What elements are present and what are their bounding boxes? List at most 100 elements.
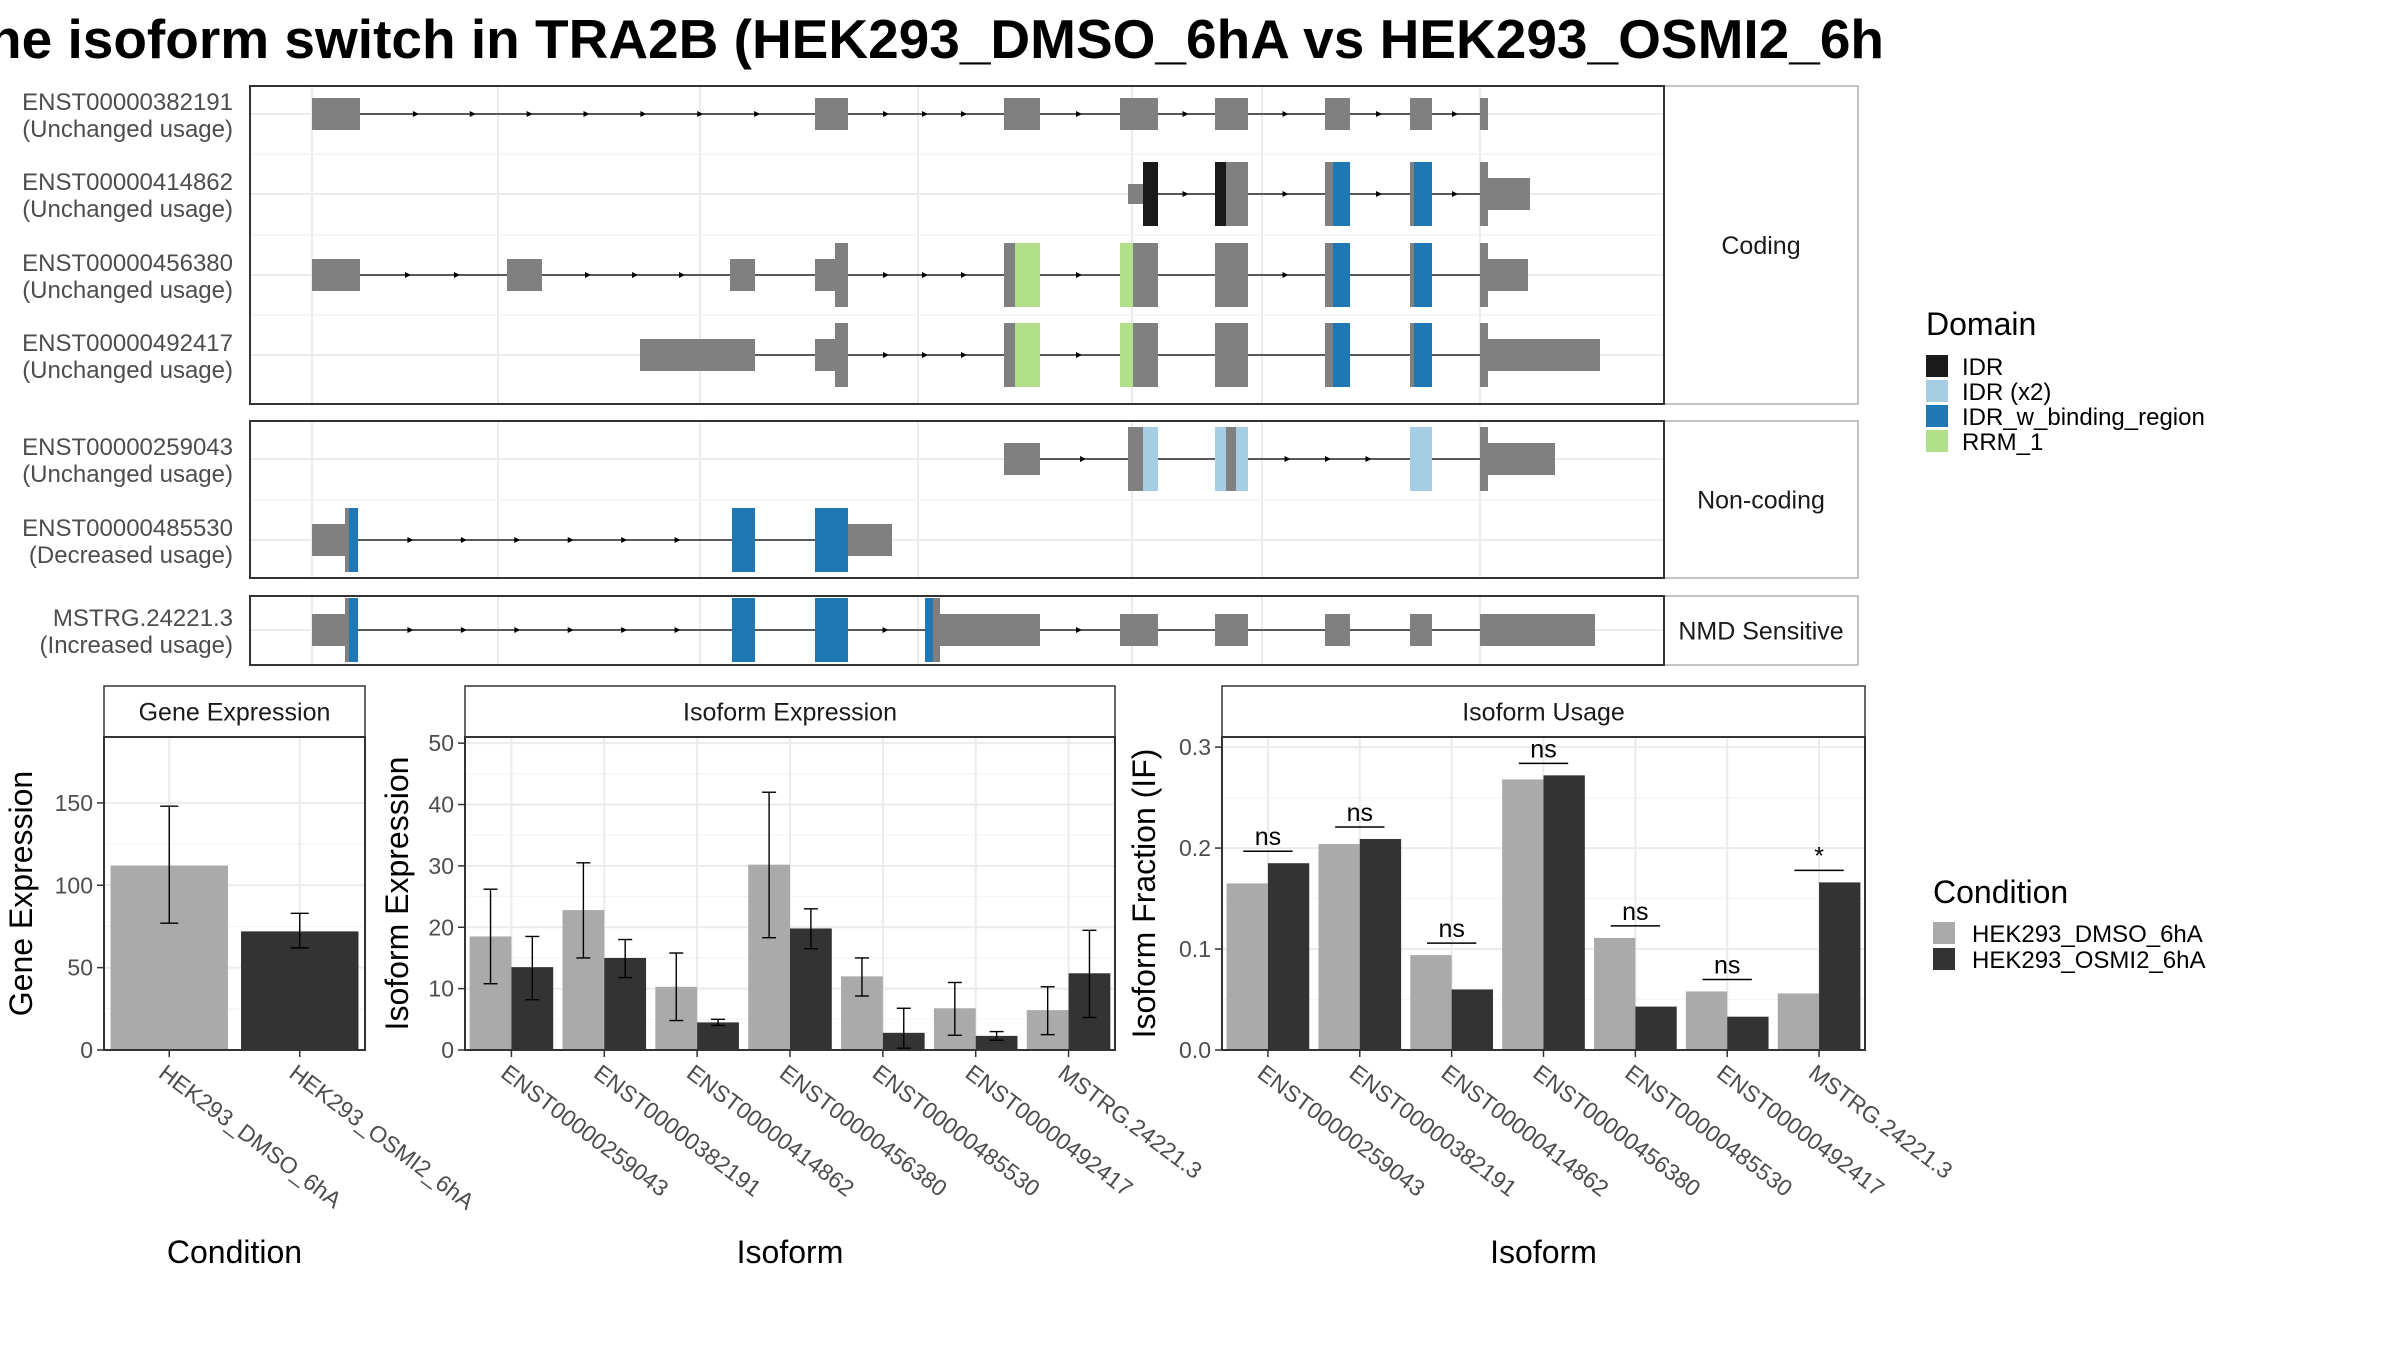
intron-arrow (961, 272, 967, 278)
exon-block (1215, 98, 1248, 130)
bar (1685, 991, 1728, 1050)
condition-legend-title: Condition (1933, 874, 2068, 910)
bar (1819, 882, 1861, 1050)
x-tick-label: ENST00000456380 (1528, 1059, 1705, 1201)
x-tick-label: ENST00000414862 (1437, 1059, 1614, 1201)
intron-arrow (514, 537, 521, 543)
intron-arrow (697, 111, 704, 117)
domain-legend-swatch (1926, 380, 1948, 402)
intron-arrow (1376, 111, 1382, 117)
intron-arrow (922, 352, 928, 358)
y-tick-label: 0.2 (1179, 835, 1211, 861)
y-tick-label: 50 (428, 730, 454, 756)
domain-block-rrm-1 (1015, 243, 1040, 307)
domain-block-idr-w-binding-region (349, 508, 358, 572)
intron-arrow (640, 111, 647, 117)
exon-block (1004, 98, 1040, 130)
intron-arrow (460, 627, 467, 633)
significance-label: ns (1714, 951, 1740, 979)
y-axis-title: Isoform Expression (379, 757, 415, 1031)
structure-facet-border (249, 420, 1665, 579)
y-tick-label: 40 (428, 792, 454, 818)
intron-arrow (585, 272, 591, 278)
structure-facet-label: Coding (1721, 232, 1800, 260)
domain-block-idr-w-binding-region (815, 508, 848, 572)
intron-arrow (621, 537, 628, 543)
domain-block-idr-x2- (1215, 427, 1226, 491)
isoform-id-label: MSTRG.24221.3 (53, 605, 233, 632)
isoform-usage-label: (Unchanged usage) (22, 277, 233, 304)
intron-arrow (882, 627, 889, 633)
exon-block (312, 98, 360, 130)
exon-block (1128, 184, 1143, 204)
exon-block (1480, 243, 1488, 307)
domain-block-idr-w-binding-region (1333, 243, 1350, 307)
x-tick-label: ENST00000259043 (496, 1059, 673, 1201)
y-axis-title: Isoform Fraction (IF) (1126, 749, 1162, 1039)
bar (1727, 1016, 1769, 1050)
x-tick-label: ENST00000485530 (1620, 1059, 1797, 1201)
y-tick-label: 0.3 (1179, 734, 1211, 760)
y-tick-label: 100 (55, 872, 93, 898)
exon-block (1120, 98, 1158, 130)
intron-arrow (460, 537, 467, 543)
chart-title: Gene Expression (139, 699, 331, 727)
transcript-ENST00000485530 (312, 508, 892, 572)
intron-arrow (1282, 191, 1289, 197)
structure-facet-label: Non-coding (1697, 487, 1825, 515)
condition-legend-swatch (1933, 922, 1955, 944)
structure-facet-strip (1663, 85, 1859, 405)
intron-arrow (883, 272, 889, 278)
intron-arrow (674, 627, 681, 633)
isoform-structure-panel: Coding Non-coding NMD Sensitive ENST0000038… (22, 85, 1859, 666)
condition-legend-swatch (1933, 948, 1955, 970)
bar (1502, 779, 1544, 1050)
exon-block (1480, 98, 1488, 130)
intron-arrow (674, 537, 681, 543)
isoform-id-label: ENST00000456380 (22, 250, 233, 277)
exon-block (312, 259, 360, 291)
figure-title: ne isoform switch in TRA2B (HEK293_DMSO_… (0, 8, 1884, 70)
intron-arrow (1365, 456, 1372, 462)
exon-block (1215, 243, 1248, 307)
intron-arrow (1282, 272, 1289, 278)
domain-legend-label: IDR_w_binding_region (1962, 404, 2205, 431)
exon-block (1488, 443, 1555, 475)
chart-strip (1221, 685, 1866, 738)
intron-arrow (1452, 191, 1458, 197)
exon-block (1215, 614, 1248, 646)
intron-arrow (1076, 111, 1082, 117)
significance-label: ns (1438, 915, 1464, 943)
bar (975, 1035, 1018, 1050)
intron-arrow (1325, 456, 1331, 462)
domain-block-idr-w-binding-region (1414, 243, 1432, 307)
exon-block (1480, 614, 1595, 646)
exon-block (1325, 98, 1350, 130)
transcript-ENST00000259043 (1004, 427, 1555, 491)
intron-arrow (583, 111, 590, 117)
domain-block-rrm-1 (1120, 323, 1133, 387)
isoform-usage-label: (Unchanged usage) (22, 116, 233, 143)
intron-arrow (412, 111, 419, 117)
intron-arrow (1282, 111, 1289, 117)
exon-block (1004, 323, 1015, 387)
domain-block-idr-w-binding-region (1414, 162, 1432, 226)
domain-block-idr-w-binding-region (732, 508, 755, 572)
condition-legend-label: HEK293_OSMI2_6hA (1972, 947, 2205, 974)
intron-arrow (922, 111, 928, 117)
y-tick-label: 20 (428, 914, 454, 940)
intron-arrow (883, 352, 889, 358)
bar (1777, 993, 1820, 1050)
isoform-usage-label: (Unchanged usage) (22, 461, 233, 488)
isoform-usage-label: (Increased usage) (40, 632, 233, 659)
x-tick-label: ENST00000259043 (1253, 1059, 1430, 1201)
exon-block (1325, 614, 1350, 646)
intron-arrow (1080, 456, 1086, 462)
chart-title: Isoform Usage (1462, 699, 1625, 727)
x-tick-label: ENST00000492417 (961, 1059, 1138, 1201)
domain-legend-label: IDR (1962, 354, 2003, 381)
bar (1226, 883, 1268, 1050)
chart-title: Isoform Expression (683, 699, 897, 727)
intron-arrow (407, 537, 414, 543)
x-axis-title: Isoform (1490, 1234, 1597, 1270)
